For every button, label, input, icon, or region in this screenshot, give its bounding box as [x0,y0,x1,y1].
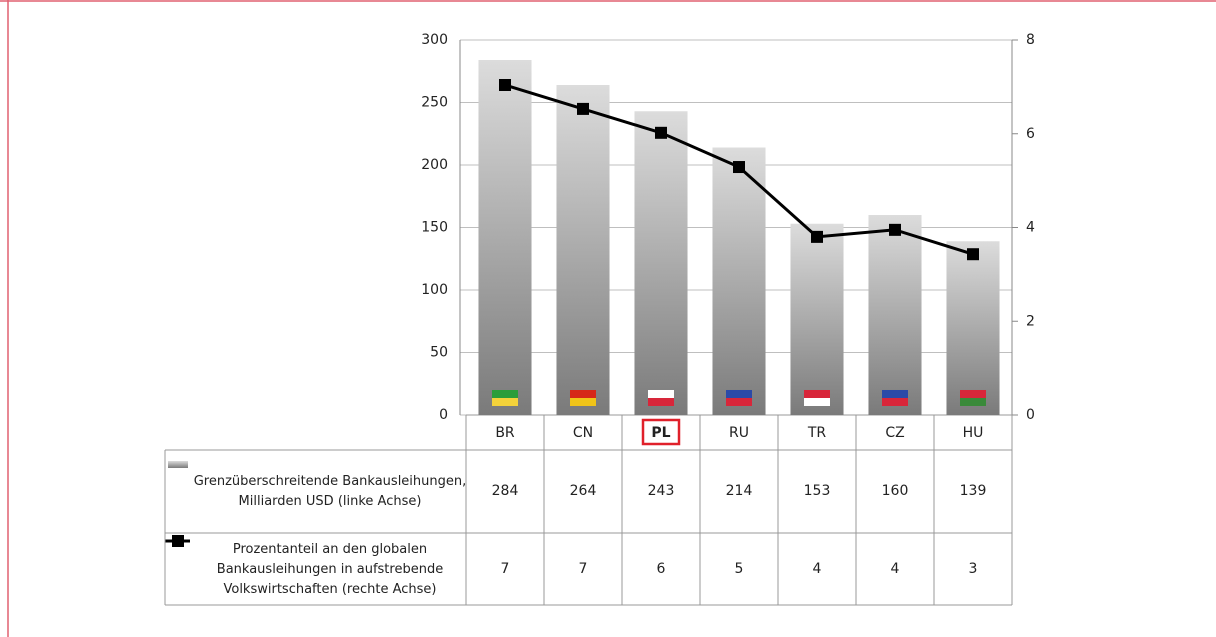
flag [726,398,752,406]
table-value: 214 [726,483,753,499]
x-tick-label: TR [807,425,827,441]
table-value: 4 [813,561,822,577]
y-tick-label: 300 [421,32,448,48]
flag [804,398,830,406]
marker [577,102,589,115]
y-tick-label: 0 [439,407,448,423]
table-value: 7 [501,561,510,577]
flag [492,398,518,406]
row-label: Grenzüberschreitende Bankausleihungen, M… [193,474,467,509]
flag [492,390,518,398]
bar [478,60,532,415]
x-tick-label: PL [651,425,670,441]
y-tick-label: 200 [421,157,448,173]
y2-tick-label: 4 [1026,220,1035,236]
y-tick-label: 150 [421,220,448,236]
legend-marker-icon [172,535,184,547]
marker [655,126,667,139]
y2-tick-label: 8 [1026,32,1035,48]
table-value: 153 [804,483,831,499]
row-label: Prozentanteil an den globalen Bankauslei… [216,542,444,597]
x-tick-label: CN [573,425,593,441]
marker [499,79,511,91]
flag [882,390,908,398]
flag [648,390,674,398]
bar [556,85,610,415]
x-tick-label: HU [963,425,984,441]
y-tick-label: 250 [421,95,448,111]
x-tick-label: CZ [885,425,904,441]
flag [570,398,596,406]
table-value: 160 [882,483,909,499]
table-value: 5 [735,561,744,577]
marker [811,230,823,243]
table-value: 243 [648,483,675,499]
y2-tick-label: 2 [1026,313,1035,329]
y2-tick-label: 0 [1026,407,1035,423]
table-value: 284 [492,483,519,499]
flag [726,390,752,398]
flag [960,390,986,398]
bar [634,111,688,415]
table-value: 264 [570,483,597,499]
table-value: 6 [657,561,666,577]
flag [570,390,596,398]
bar [868,215,922,415]
bar [946,241,1000,415]
y-tick-label: 100 [421,282,448,298]
legend-bar-icon [168,461,188,468]
flag [648,398,674,406]
bar [712,147,766,415]
marker [967,248,979,261]
x-tick-label: BR [495,425,515,441]
table-value: 4 [891,561,900,577]
table-value: 3 [969,561,978,577]
y2-tick-label: 6 [1026,126,1035,142]
highlight-box [641,418,681,446]
flag [960,398,986,406]
marker [733,161,745,174]
table-value: 139 [960,483,987,499]
x-tick-label: RU [729,425,749,441]
flag [804,390,830,398]
table-value: 7 [579,561,588,577]
marker [889,223,901,236]
bar [790,223,844,415]
flag [882,398,908,406]
y-tick-label: 50 [430,345,448,361]
